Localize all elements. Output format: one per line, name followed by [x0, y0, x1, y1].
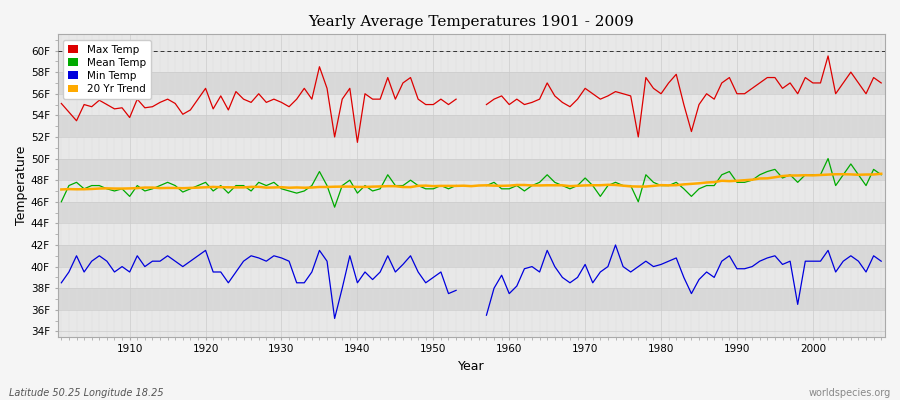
Text: Latitude 50.25 Longitude 18.25: Latitude 50.25 Longitude 18.25	[9, 388, 164, 398]
Bar	[58, 137, 885, 158]
Bar	[58, 94, 885, 115]
Bar	[58, 223, 885, 245]
Y-axis label: Temperature: Temperature	[15, 146, 28, 225]
Bar	[58, 288, 885, 310]
Title: Yearly Average Temperatures 1901 - 2009: Yearly Average Temperatures 1901 - 2009	[309, 15, 634, 29]
Bar	[58, 50, 885, 72]
Legend: Max Temp, Mean Temp, Min Temp, 20 Yr Trend: Max Temp, Mean Temp, Min Temp, 20 Yr Tre…	[63, 40, 151, 99]
Bar	[58, 245, 885, 266]
Bar	[58, 180, 885, 202]
Text: worldspecies.org: worldspecies.org	[809, 388, 891, 398]
Bar	[58, 115, 885, 137]
Bar	[58, 72, 885, 94]
Bar	[58, 202, 885, 223]
Bar	[58, 310, 885, 332]
Bar	[58, 158, 885, 180]
Bar	[58, 266, 885, 288]
X-axis label: Year: Year	[458, 360, 484, 373]
